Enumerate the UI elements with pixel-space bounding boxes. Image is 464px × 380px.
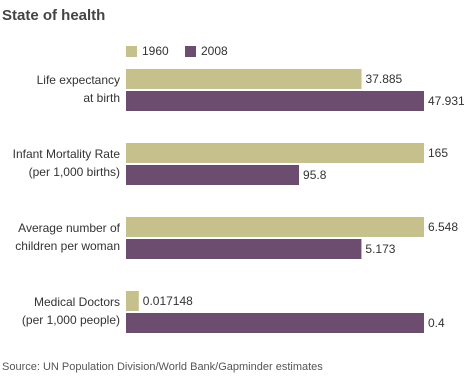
category-label: (per 1,000 people) [22, 313, 120, 327]
bar [126, 91, 424, 111]
bar [126, 69, 362, 89]
category-label: children per woman [15, 239, 120, 253]
value-label: 6.548 [428, 220, 458, 234]
value-label: 37.885 [366, 72, 403, 86]
chart-title: State of health [2, 7, 105, 24]
category-label: Average number of [18, 221, 121, 235]
bar [126, 239, 362, 259]
category-label: Medical Doctors [34, 295, 120, 309]
category-label: Infant Mortality Rate [13, 147, 121, 161]
legend-label: 2008 [201, 44, 228, 58]
legend-swatch [185, 46, 196, 57]
category-label: Life expectancy [37, 73, 120, 87]
value-label: 47.931 [428, 94, 464, 108]
legend-label: 1960 [142, 44, 169, 58]
bar [126, 143, 424, 163]
source: Source: UN Population Division/World Ban… [2, 361, 323, 373]
value-label: 0.4 [428, 316, 445, 330]
value-label: 0.017148 [143, 294, 193, 308]
bar [126, 313, 424, 333]
category-label: at birth [83, 91, 120, 105]
value-label: 5.173 [365, 242, 395, 256]
bar [126, 291, 139, 311]
value-label: 165 [428, 146, 448, 160]
legend-swatch [126, 46, 137, 57]
category-label: (per 1,000 births) [29, 165, 120, 179]
bar [126, 165, 300, 185]
value-label: 95.8 [303, 168, 327, 182]
bar [126, 217, 424, 237]
